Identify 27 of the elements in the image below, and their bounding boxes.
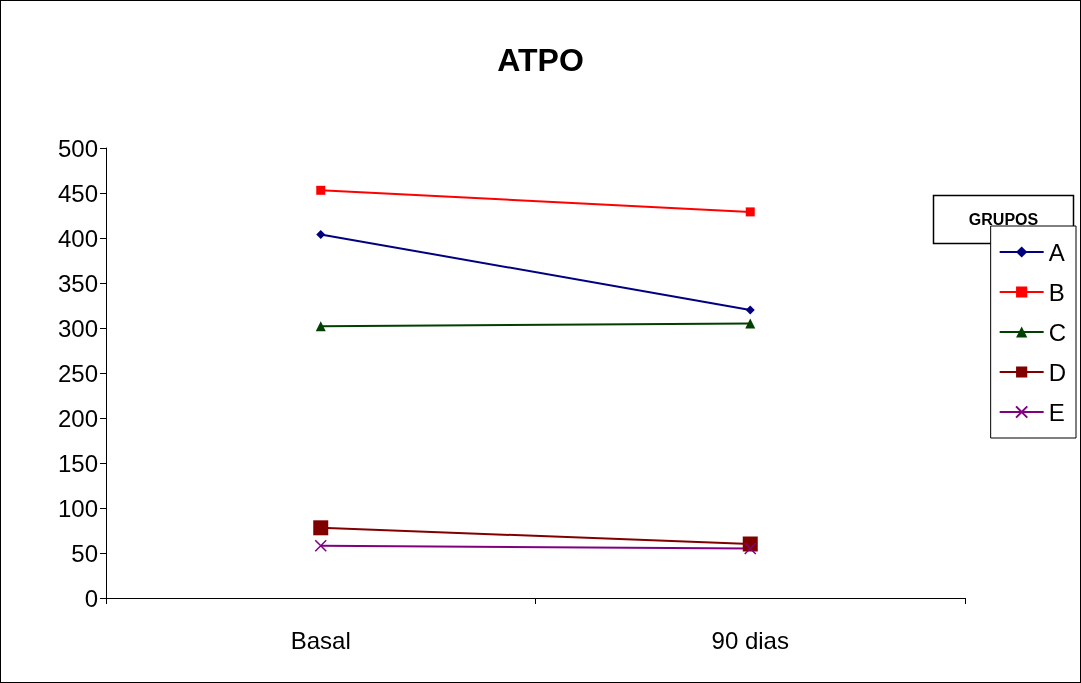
y-tick-label: 400 [57,224,98,252]
point [313,520,329,536]
y-tick-label: 450 [57,179,98,207]
legend-label: A [1048,238,1065,266]
point [745,207,755,217]
point [744,542,757,555]
y-tick-label: 100 [57,494,98,522]
y-tick-label: 200 [57,404,98,432]
y-tick-label: 350 [57,269,98,297]
point [316,185,326,195]
x-tick-label: 90 dias [711,626,789,654]
point [314,539,327,553]
y-tick-label: 300 [57,314,98,342]
point [316,229,326,239]
legend-label: D [1048,358,1067,386]
legend-label: E [1048,398,1065,426]
point [745,305,755,315]
y-tick-label: 150 [57,449,98,477]
legend-title: GRUPOS [968,211,1039,228]
y-tick-label: 50 [71,539,98,567]
x-tick-label: Basal [290,626,351,654]
chart-title: ATPO [497,42,584,78]
legend-label: B [1048,278,1065,306]
y-tick-label: 500 [57,134,98,162]
legend-label: C [1048,318,1067,346]
y-tick-label: 0 [84,584,98,612]
y-tick-label: 250 [57,359,98,387]
